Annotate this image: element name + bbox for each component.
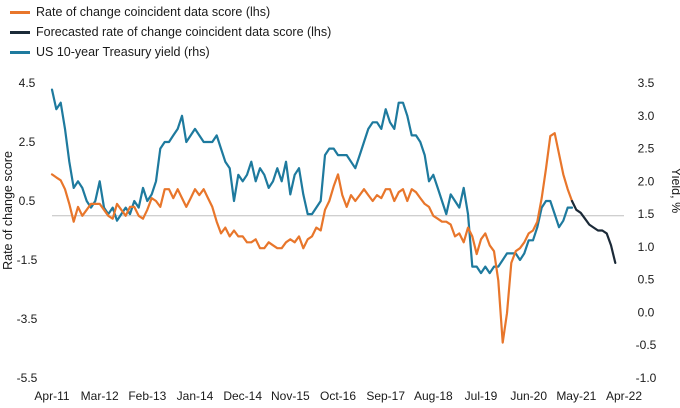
y-left-tick-label: -1.5 (17, 253, 38, 267)
x-tick-label: Jan-14 (177, 389, 214, 403)
y-right-tick-label: 2.5 (638, 142, 655, 156)
x-tick-label: Dec-14 (223, 389, 262, 403)
legend-item-forecast: Forecasted rate of change coincident dat… (10, 24, 331, 40)
y-left-tick-label: 0.5 (19, 194, 36, 208)
y-right-tick-label: 3.5 (638, 76, 655, 90)
legend-label-treasury-yield: US 10-year Treasury yield (rhs) (36, 45, 210, 59)
legend-item-treasury-yield: US 10-year Treasury yield (rhs) (10, 44, 210, 60)
x-tick-label: Aug-18 (414, 389, 453, 403)
legend-swatch-rate-of-change (10, 10, 30, 14)
legend-swatch-treasury-yield (10, 50, 30, 54)
series-treasury-yield-line (50, 88, 574, 275)
y-right-tick-label: 3.0 (638, 109, 655, 123)
x-tick-label: Apr-22 (606, 389, 642, 403)
y-right-tick-label: 1.0 (638, 240, 655, 254)
y-right-tick-label: -1.0 (636, 371, 657, 385)
legend-label-rate-of-change: Rate of change coincident data score (lh… (36, 5, 271, 19)
y-right-axis-title: Yield, % (669, 168, 680, 213)
x-tick-label: Jun-20 (510, 389, 547, 403)
x-tick-label: Jul-19 (465, 389, 498, 403)
y-left-axis-title: Rate of change score (1, 151, 15, 270)
y-left-tick-label: -3.5 (17, 312, 38, 326)
series-rate-of-change-line (50, 132, 574, 344)
legend-label-forecast: Forecasted rate of change coincident dat… (36, 25, 332, 39)
x-tick-label: Feb-13 (128, 389, 166, 403)
x-tick-label: Oct-16 (320, 389, 356, 403)
y-right-tick-label: 1.5 (638, 207, 655, 221)
chart-axes: 4.5 2.5 0.5 -1.5 -3.5 -5.5 3.5 3.0 2.5 2.0 1.5 1.0 0… (1, 76, 680, 403)
y-left-tick-label: 2.5 (19, 135, 36, 149)
x-tick-label: Apr-11 (34, 389, 69, 403)
x-tick-label: Mar-12 (81, 389, 119, 403)
chart-series (50, 88, 617, 344)
y-left-tick-label: -5.5 (17, 371, 38, 385)
legend-swatch-forecast (10, 30, 30, 34)
y-right-tick-label: 0.0 (638, 305, 655, 319)
y-right-tick-label: -0.5 (636, 338, 657, 352)
series-forecast-line (570, 199, 617, 264)
y-right-tick-label: 2.0 (638, 174, 655, 188)
x-tick-label: Sep-17 (366, 389, 405, 403)
x-tick-label: May-21 (556, 389, 596, 403)
x-tick-label: Nov-15 (271, 389, 310, 403)
y-right-tick-label: 0.5 (638, 273, 655, 287)
legend-item-rate-of-change: Rate of change coincident data score (lh… (10, 4, 270, 20)
y-left-tick-label: 4.5 (19, 76, 36, 90)
